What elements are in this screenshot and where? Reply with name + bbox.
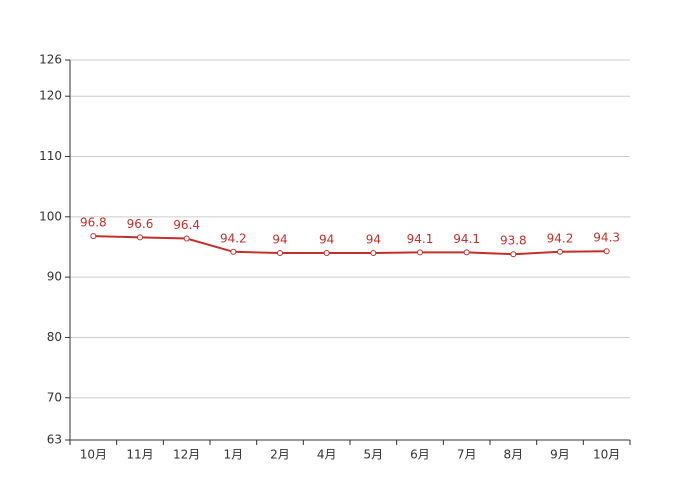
data-label: 94.2: [547, 231, 574, 245]
data-label: 96.6: [127, 217, 154, 231]
x-tick-label: 6月: [410, 448, 430, 462]
x-tick-label: 10月: [593, 448, 620, 462]
point: [230, 248, 237, 255]
point: [90, 233, 97, 240]
point: [417, 249, 423, 256]
x-tick-label: 7月: [457, 448, 477, 462]
point: [323, 250, 330, 257]
x-tick-label: 10月: [80, 448, 107, 462]
y-tick-label: 80: [47, 330, 62, 344]
data-label: 94: [272, 233, 287, 247]
point: [557, 248, 563, 255]
point: [463, 249, 470, 256]
point: [370, 250, 377, 257]
data-label: 94.1: [407, 232, 434, 246]
point: [603, 248, 610, 255]
y-tick-label: 100: [39, 209, 62, 223]
x-tick-label: 11月: [126, 448, 153, 462]
x-tick-label: 8月: [504, 448, 524, 462]
x-tick-label: 9月: [550, 448, 570, 462]
point: [137, 234, 143, 241]
y-tick-label: 126: [39, 53, 62, 67]
data-label: 96.4: [173, 218, 200, 232]
data-label: 94.3: [593, 231, 620, 245]
x-tick-label: 5月: [364, 448, 384, 462]
data-label: 96.8: [80, 216, 107, 230]
y-tick-label: 63: [47, 433, 62, 447]
point: [510, 251, 517, 258]
data-label: 94: [319, 233, 334, 247]
data-label: 94.1: [453, 232, 480, 246]
y-tick-label: 110: [39, 149, 62, 163]
x-tick-label: 4月: [317, 448, 337, 462]
data-label: 94.2: [220, 231, 247, 245]
point: [183, 235, 190, 242]
y-tick-label: 90: [47, 270, 62, 284]
x-tick-label: 2月: [270, 448, 290, 462]
line: [93, 235, 607, 256]
y-tick-label: 70: [47, 390, 62, 404]
x-tick-label: 12月: [173, 448, 200, 462]
data-label: 93.8: [500, 234, 527, 248]
data-label: 94: [366, 233, 381, 247]
point: [277, 250, 283, 257]
x-tick-label: 1月: [224, 448, 244, 462]
y-tick-label: 120: [39, 89, 62, 103]
